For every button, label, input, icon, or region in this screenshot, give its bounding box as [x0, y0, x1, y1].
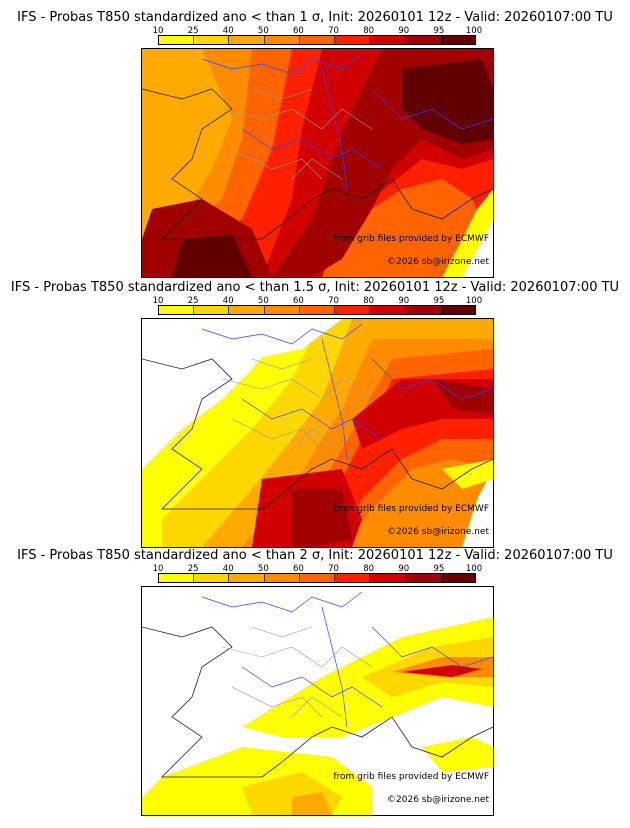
colorbar-swatch	[194, 574, 230, 582]
coastline	[142, 358, 493, 510]
colorbar-tick: 10	[152, 296, 164, 306]
probability-region	[422, 737, 493, 772]
copyright: ©2026 sb@irizone.net	[387, 795, 489, 805]
colorbar-tick: 100	[465, 296, 483, 306]
probability-map: from grib files provided by ECMWF ©2026 …	[141, 318, 494, 548]
colorbar-tick: 25	[187, 26, 199, 36]
colorbar-swatch	[299, 306, 336, 314]
colorbar-tick: 10	[152, 26, 164, 36]
probability-region	[432, 379, 493, 414]
colorbar-tick: 60	[293, 26, 304, 36]
colorbar-swatch	[440, 36, 475, 44]
probability-region	[402, 59, 493, 144]
colorbar-swatch	[264, 574, 300, 582]
map-fields	[142, 587, 493, 815]
colorbar-tick: 95	[433, 26, 445, 36]
colorbar-swatch	[264, 36, 300, 44]
probability-map: from grib files provided by ECMWF ©2026 …	[141, 586, 494, 816]
colorbar-ticks: 10 25 40 50 60 70 80 90 95 100	[153, 564, 483, 574]
colorbar-swatch	[335, 36, 371, 44]
colorbar-tick: 80	[363, 26, 375, 36]
colorbar-tick: 100	[465, 564, 483, 574]
borders	[221, 626, 373, 718]
rivers	[201, 53, 493, 190]
colorbar	[158, 573, 476, 583]
rivers	[201, 323, 493, 460]
colorbar-swatch	[370, 574, 406, 582]
source-credit: from grib files provided by ECMWF	[333, 772, 489, 782]
colorbar-ticks: 10 25 40 50 60 70 80 90 95 100	[153, 296, 483, 306]
coastline	[142, 88, 493, 240]
colorbar-swatch	[159, 574, 195, 582]
colorbar-swatch	[229, 574, 265, 582]
colorbar-swatch	[440, 306, 475, 314]
colorbar-swatch	[335, 574, 371, 582]
colorbar-swatch	[159, 36, 195, 44]
colorbar-swatch	[264, 306, 300, 314]
colorbar-swatch	[229, 306, 265, 314]
colorbar-swatch	[370, 36, 406, 44]
panel-title: IFS - Probas T850 standardized ano < tha…	[17, 10, 613, 25]
colorbar-swatch	[335, 306, 371, 314]
colorbar-tick: 25	[187, 564, 199, 574]
colorbar-swatch	[440, 574, 475, 582]
borders	[221, 88, 373, 180]
colorbar-tick: 70	[328, 564, 339, 574]
colorbar-swatch	[159, 306, 195, 314]
colorbar-tick: 95	[433, 296, 445, 306]
colorbar-tick: 80	[363, 564, 375, 574]
colorbar-tick: 80	[363, 296, 375, 306]
copyright: ©2026 sb@irizone.net	[387, 527, 489, 537]
map-fields	[142, 49, 493, 277]
colorbar-tick: 60	[293, 564, 304, 574]
colorbar-swatch	[405, 306, 441, 314]
borders	[221, 358, 373, 450]
map-fields	[142, 319, 493, 547]
colorbar-tick: 95	[433, 564, 445, 574]
colorbar	[158, 305, 476, 315]
colorbar-ticks: 10 25 40 50 60 70 80 90 95 100	[153, 26, 483, 36]
probability-region	[292, 792, 332, 815]
colorbar-tick: 40	[222, 296, 234, 306]
colorbar-tick: 60	[293, 296, 304, 306]
probability-map: from grib files provided by ECMWF ©2026 …	[141, 48, 494, 278]
colorbar-tick: 40	[222, 26, 234, 36]
colorbar-tick: 90	[398, 296, 410, 306]
probability-region	[172, 234, 252, 277]
colorbar	[158, 35, 476, 45]
source-credit: from grib files provided by ECMWF	[333, 234, 489, 244]
colorbar-tick: 90	[398, 26, 410, 36]
colorbar-swatch	[299, 574, 336, 582]
rivers	[201, 591, 493, 728]
coastline	[142, 626, 493, 778]
panel-title: IFS - Probas T850 standardized ano < tha…	[17, 548, 613, 563]
source-credit: from grib files provided by ECMWF	[333, 504, 489, 514]
colorbar-tick: 10	[152, 564, 164, 574]
probability-region	[402, 665, 482, 677]
probability-region	[442, 459, 493, 489]
colorbar-tick: 25	[187, 296, 199, 306]
colorbar-tick: 50	[257, 564, 269, 574]
probability-region	[292, 489, 352, 547]
colorbar-tick: 90	[398, 564, 410, 574]
colorbar-tick: 50	[257, 26, 269, 36]
colorbar-swatch	[370, 306, 406, 314]
colorbar-tick: 70	[328, 26, 339, 36]
colorbar-swatch	[194, 306, 230, 314]
colorbar-tick: 100	[465, 26, 483, 36]
colorbar-swatch	[405, 36, 441, 44]
colorbar-tick: 50	[257, 296, 269, 306]
colorbar-tick: 70	[328, 296, 339, 306]
probability-region	[462, 219, 493, 277]
probability-region	[462, 469, 493, 547]
colorbar-swatch	[405, 574, 441, 582]
colorbar-tick: 40	[222, 564, 234, 574]
panel-title: IFS - Probas T850 standardized ano < tha…	[10, 280, 620, 295]
colorbar-swatch	[299, 36, 336, 44]
copyright: ©2026 sb@irizone.net	[387, 257, 489, 267]
colorbar-swatch	[194, 36, 230, 44]
colorbar-swatch	[229, 36, 265, 44]
